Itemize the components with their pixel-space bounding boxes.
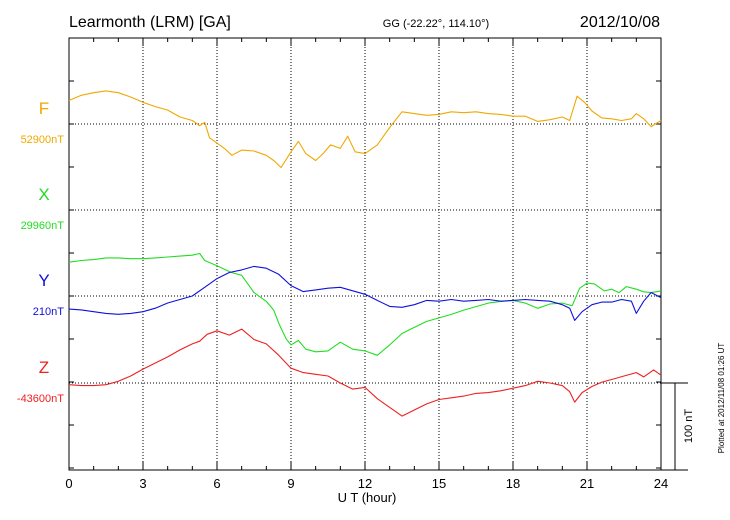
x-tick-label: 18: [506, 476, 520, 491]
series-baseline-z: -43600nT: [17, 393, 64, 405]
grid: [69, 38, 661, 470]
series-name-z: Z: [39, 358, 49, 377]
series-line-x: [68, 252, 662, 356]
station-title: Learmonth (LRM) [GA]: [69, 14, 231, 31]
series-line-y: [68, 265, 662, 321]
series-labels: F 52900nT X 29960nT Y 210nT Z -43600nT: [17, 99, 64, 405]
x-tick-label: 15: [432, 476, 446, 491]
x-tick-label: 12: [358, 476, 372, 491]
x-tick-label: 0: [65, 476, 72, 491]
series-layer: [68, 90, 662, 417]
scale-bar-label: 100 nT: [683, 409, 695, 444]
x-tick-label: 6: [213, 476, 220, 491]
series-line-z: [68, 328, 662, 417]
x-axis-label: U T (hour): [338, 490, 397, 505]
series-name-y: Y: [38, 271, 49, 290]
tick-marks: [68, 38, 662, 470]
series-name-f: F: [39, 99, 49, 118]
x-tick-labels: 0 3 6 9 12 15 18 21 24: [65, 476, 668, 491]
series-line-f: [68, 90, 662, 169]
scale-bar: 100 nT: [661, 382, 695, 471]
series-baseline-y: 210nT: [33, 306, 64, 318]
series-name-x: X: [38, 185, 49, 204]
plot-timestamp: Plotted at 2012/11/08 01:26 UT: [717, 343, 726, 454]
date-label: 2012/10/08: [580, 14, 660, 31]
series-baseline-x: 29960nT: [21, 220, 65, 232]
x-tick-label: 21: [580, 476, 594, 491]
x-tick-label: 3: [139, 476, 146, 491]
coords-label: GG (-22.22°, 114.10°): [383, 18, 489, 30]
x-tick-label: 24: [654, 476, 668, 491]
x-tick-label: 9: [287, 476, 294, 491]
series-baseline-f: 52900nT: [21, 134, 65, 146]
